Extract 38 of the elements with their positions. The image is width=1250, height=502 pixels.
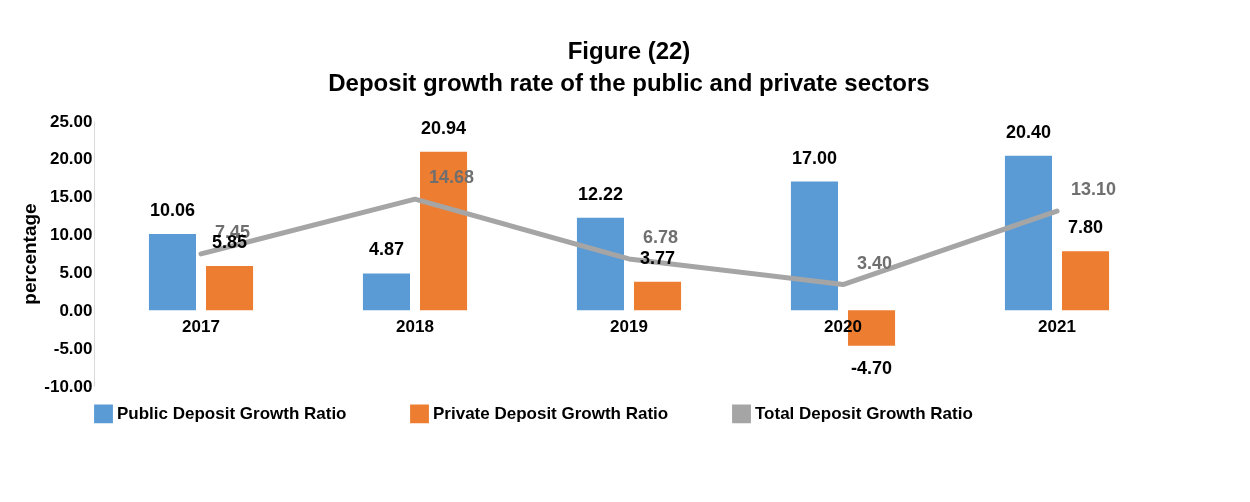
data-label: -4.70 [851,357,893,378]
bar [576,217,625,311]
data-label: 17.00 [791,147,837,168]
x-tick-label: 2017 [182,316,220,336]
data-label: 20.94 [421,117,467,138]
legend-label: Public Deposit Growth Ratio [117,403,347,423]
bar [362,273,411,311]
bar [1061,251,1110,311]
data-label: 13.10 [1071,179,1117,200]
legend-label: Private Deposit Growth Ratio [433,403,669,423]
x-tick-label: 2019 [610,316,648,336]
y-tick-label: 5.00 [59,262,93,282]
y-tick-label: 10.00 [49,225,93,245]
bar [148,234,197,311]
data-label: 10.06 [149,200,195,221]
x-tick-label: 2018 [396,316,434,336]
y-tick-label: 0.00 [59,300,93,320]
bar [1004,155,1053,311]
bar [633,281,682,311]
y-tick-label: 25.00 [49,111,93,131]
y-axis-title: percentage [19,203,41,305]
legend-label: Total Deposit Growth Ratio [755,403,973,423]
x-tick-label: 2021 [1038,316,1076,336]
y-tick-label: -10.00 [44,376,93,396]
y-tick-label: 20.00 [49,149,93,169]
data-label: 3.77 [640,247,676,268]
chart-title: Figure (22) [567,37,691,64]
y-tick-label: -5.00 [53,338,93,358]
data-label: 12.22 [577,183,623,204]
data-label: 3.40 [857,252,893,273]
data-label: 4.87 [368,239,404,260]
data-label: 7.80 [1068,217,1104,238]
bar [790,181,839,311]
data-label: 20.40 [1005,121,1051,142]
bar [205,265,254,311]
chart-subtitle: Deposit growth rate of the public and private sectors [328,69,930,96]
data-label: 6.78 [643,226,679,247]
y-tick-label: 15.00 [49,187,93,207]
